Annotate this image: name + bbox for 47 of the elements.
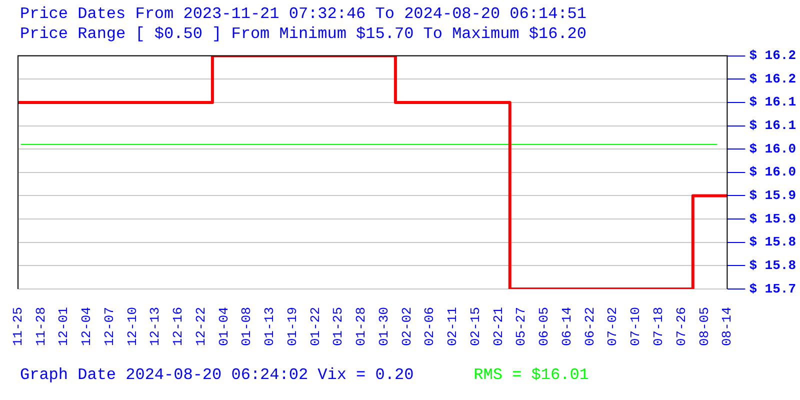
chart-title: Price Dates From 2023-11-21 07:32:46 To 2024-08-20 06:14:51: [20, 5, 586, 23]
x-tick-label: 01-04: [216, 306, 232, 346]
x-tick-label: 12-07: [102, 306, 117, 346]
y-tick-label: $ 15.8: [749, 258, 796, 273]
x-tick-label: 01-30: [376, 306, 392, 346]
x-tick-label: 07-18: [651, 306, 666, 346]
x-tick-label: 07-02: [605, 306, 620, 346]
y-tick-label: $ 16.2: [749, 71, 796, 86]
x-tick-label: 01-08: [239, 306, 254, 346]
x-tick-label: 01-25: [330, 306, 346, 346]
x-tick-label: 12-01: [56, 306, 72, 346]
y-tick-label: $ 15.8: [749, 234, 796, 250]
x-tick-label: 02-21: [490, 306, 506, 346]
ref-line-label: RMS = $16.01: [474, 366, 589, 384]
y-tick-label: $ 16.1: [749, 94, 796, 110]
chart-subtitle: Price Range [ $0.50 ] From Minimum $15.70 To Maximum $16.20: [20, 25, 586, 43]
x-tick-label: 02-11: [445, 306, 460, 346]
x-tick-label: 01-13: [262, 306, 278, 346]
x-tick-label: 02-06: [422, 306, 438, 346]
x-tick-label: 01-28: [354, 306, 369, 346]
x-tick-label: 06-05: [536, 306, 552, 346]
x-tick-label: 08-14: [720, 306, 735, 346]
x-tick-label: 07-10: [628, 306, 644, 346]
y-tick-label: $ 15.9: [749, 211, 796, 226]
x-tick-label: 11-25: [10, 306, 26, 346]
x-tick-label: 06-22: [582, 306, 598, 346]
x-tick-label: 12-13: [148, 306, 163, 346]
y-tick-label: $ 15.7: [749, 281, 796, 296]
y-tick-label: $ 16.2: [749, 48, 796, 64]
x-tick-label: 12-10: [124, 306, 140, 346]
x-tick-label: 05-27: [514, 306, 529, 346]
x-tick-label: 12-16: [170, 306, 186, 346]
y-tick-label: $ 15.9: [749, 188, 796, 203]
x-tick-label: 02-15: [468, 306, 483, 346]
y-tick-label: $ 16.1: [749, 118, 796, 134]
y-tick-label: $ 16.0: [749, 164, 796, 180]
x-tick-label: 01-22: [308, 306, 323, 346]
x-tick-label: 02-02: [399, 306, 414, 346]
x-tick-label: 06-14: [559, 306, 574, 346]
x-tick-label: 01-19: [284, 306, 300, 346]
text: Graph Date 2024-08-20 06:24:02 Vix = 0.20: [20, 366, 414, 384]
x-tick-label: 12-04: [79, 306, 94, 346]
x-tick-label: 12-22: [193, 306, 208, 346]
x-tick-label: 08-05: [696, 306, 712, 346]
x-tick-label: 11-28: [33, 306, 48, 346]
y-tick-label: $ 16.0: [749, 141, 796, 156]
x-tick-label: 07-26: [674, 306, 689, 346]
